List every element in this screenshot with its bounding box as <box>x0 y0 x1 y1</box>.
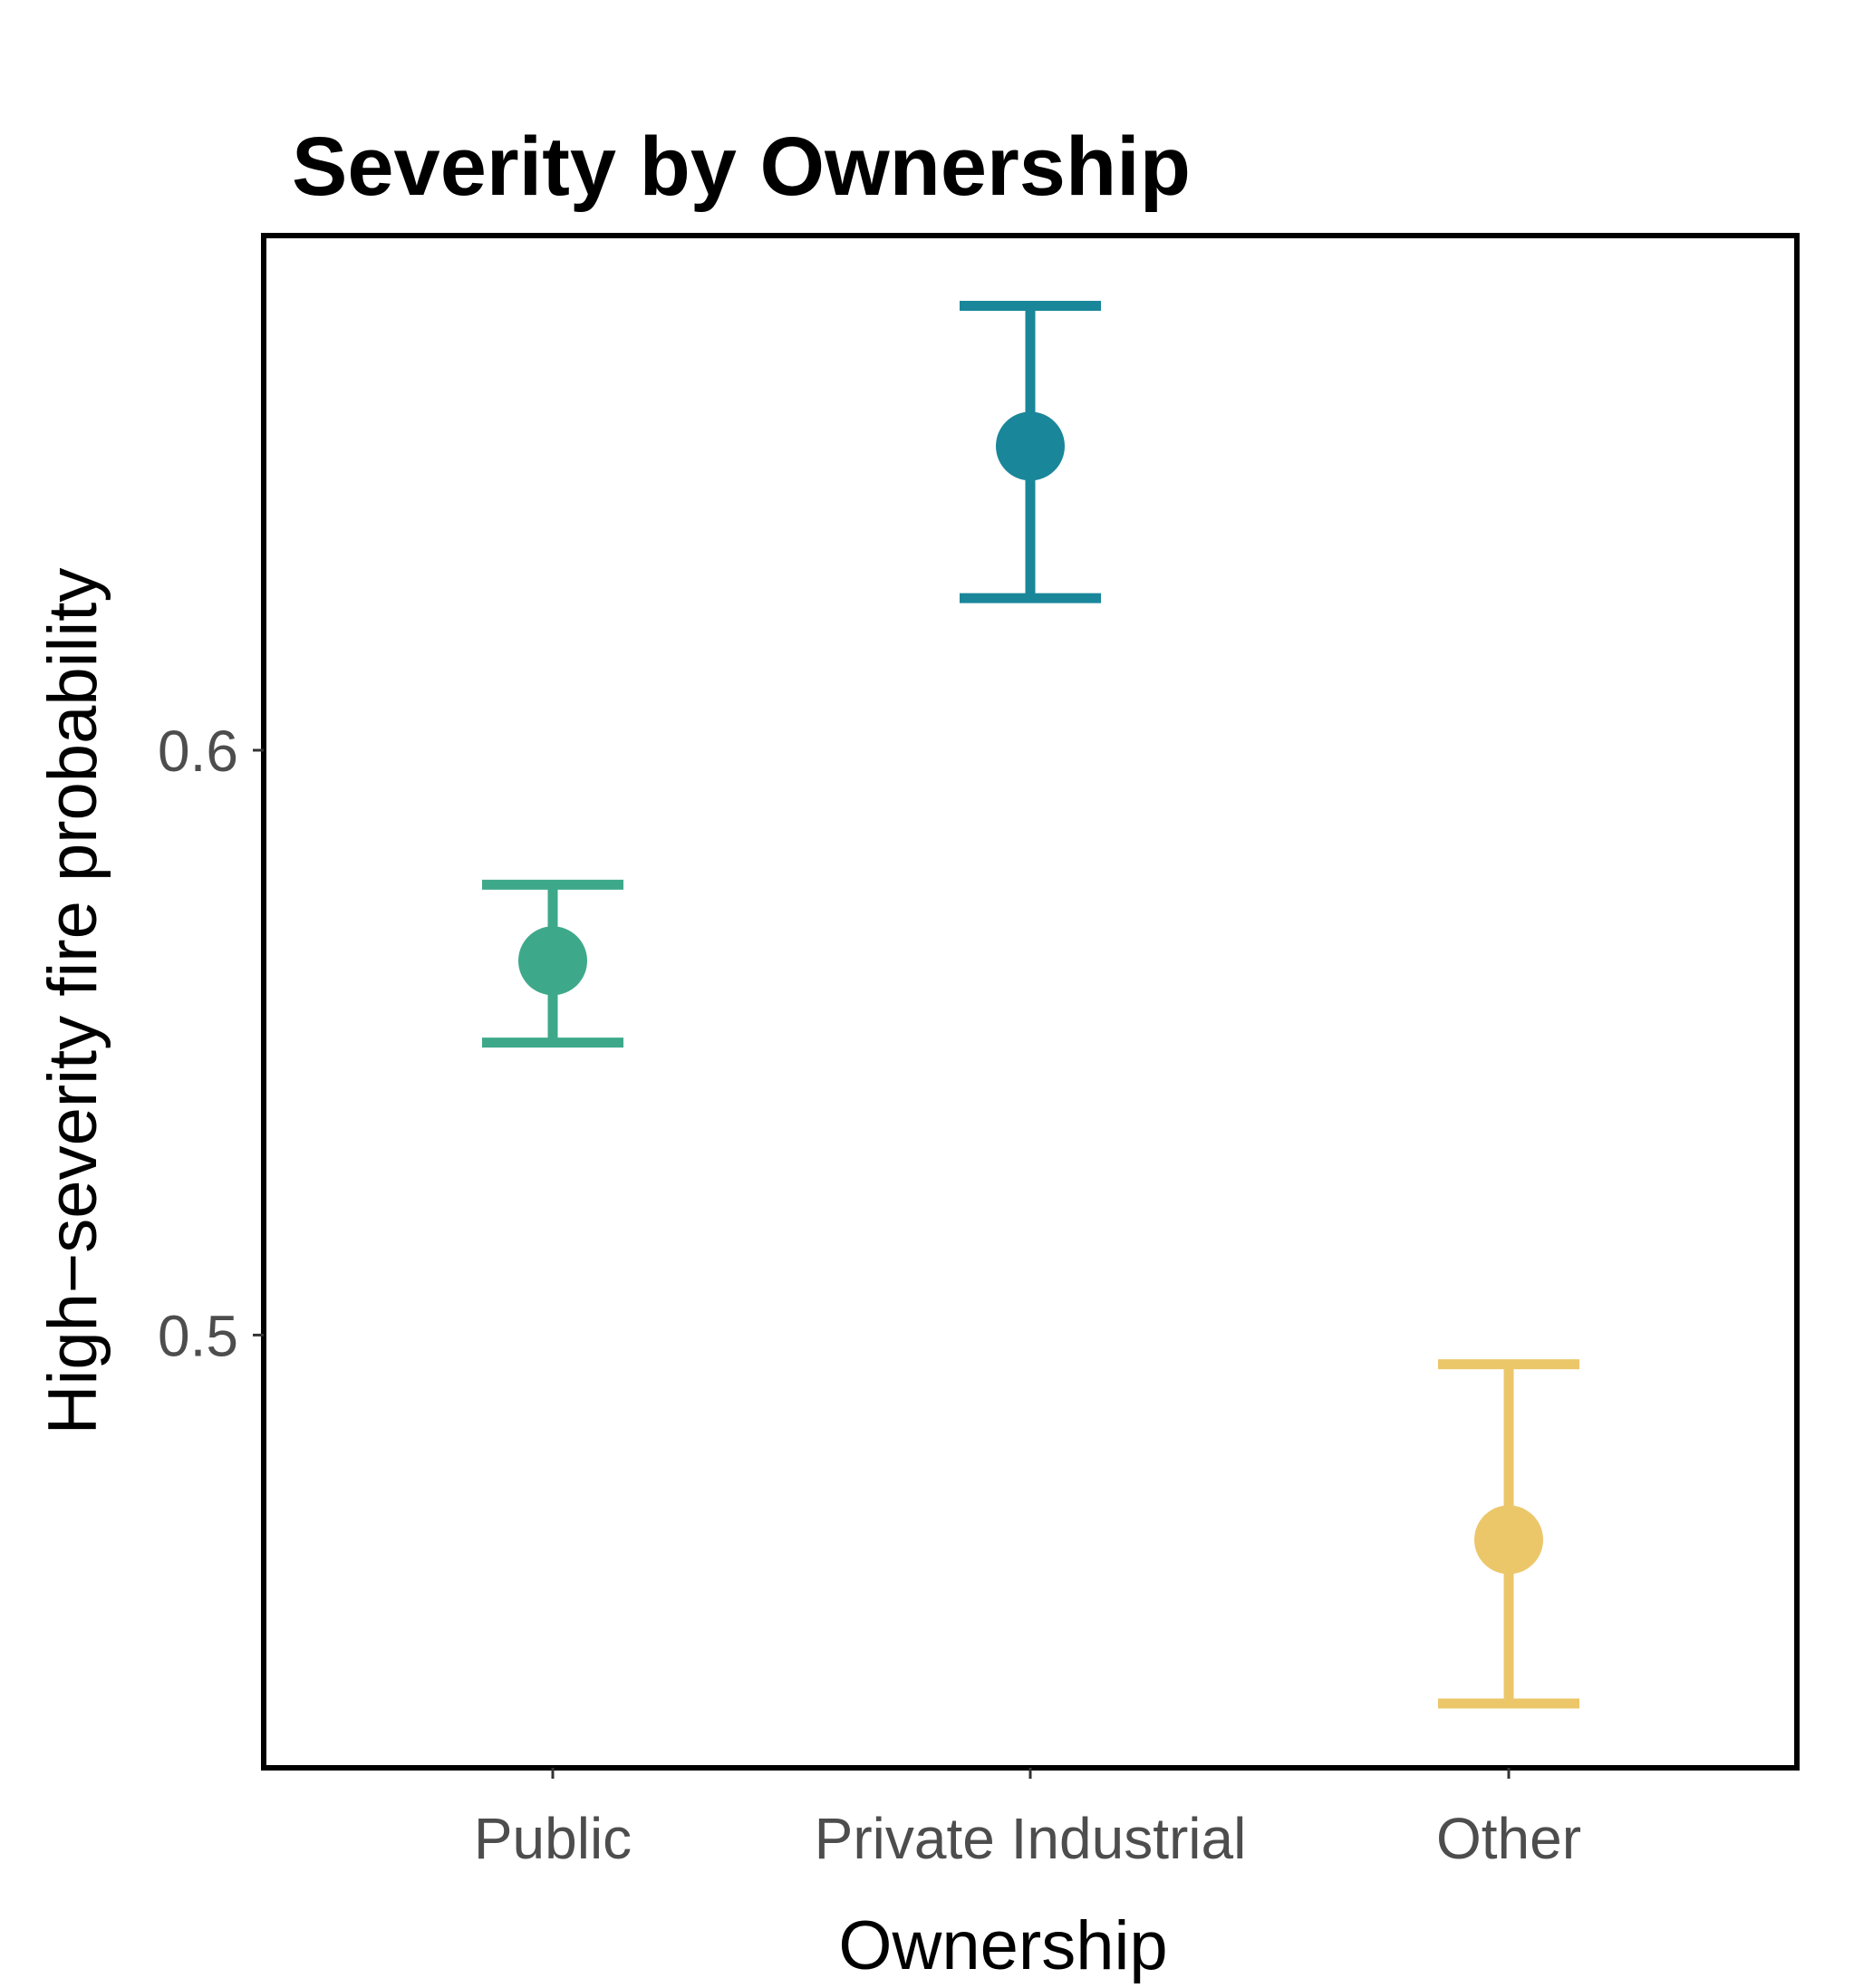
data-point <box>996 411 1065 481</box>
data-point <box>1474 1505 1543 1575</box>
y-axis-title: High−severity fire probability <box>34 568 111 1435</box>
data-point-group <box>960 300 1101 603</box>
chart-title: Severity by Ownership <box>292 121 1191 213</box>
data-point-group <box>1438 1359 1579 1709</box>
x-tick-label: Public <box>474 1806 632 1871</box>
x-axis: Public Private Industrial Other <box>474 1768 1581 1871</box>
x-tick-label: Private Industrial <box>815 1806 1247 1871</box>
y-axis: 0.5 0.6 <box>158 719 264 1368</box>
y-tick-label: 0.6 <box>158 719 238 784</box>
x-axis-title: Ownership <box>838 1907 1167 1984</box>
x-tick-label: Other <box>1436 1806 1581 1871</box>
data-point-group <box>482 879 623 1048</box>
y-tick-label: 0.5 <box>158 1303 238 1368</box>
data-points <box>482 300 1579 1709</box>
data-point <box>518 926 587 996</box>
